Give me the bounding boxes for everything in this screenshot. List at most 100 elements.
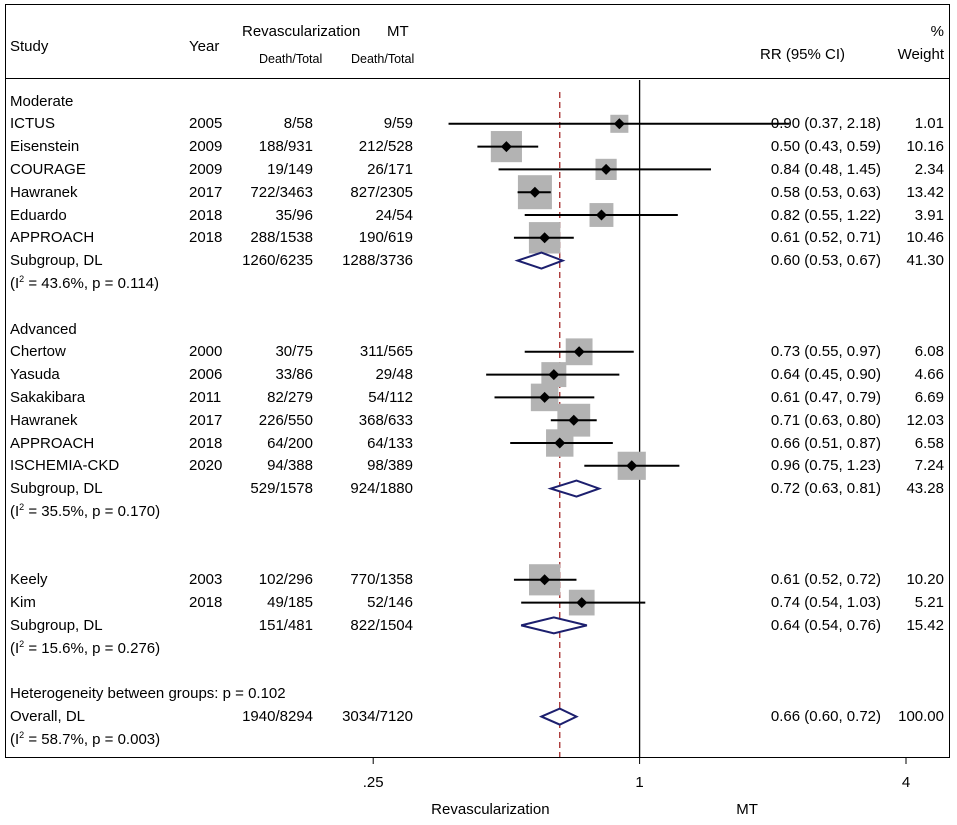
study-mt-count: 311/565 bbox=[359, 343, 413, 361]
overall-name: Overall, DL bbox=[10, 708, 86, 726]
study-name: COURAGE bbox=[10, 160, 86, 178]
study-weight: 12.03 bbox=[906, 411, 944, 429]
study-revasc-count: 33/86 bbox=[275, 366, 313, 384]
header-weight: Weight bbox=[897, 46, 944, 63]
study-year: 2011 bbox=[189, 388, 222, 406]
subgroup-name: Subgroup, DL bbox=[10, 252, 103, 270]
point-estimate bbox=[613, 118, 625, 130]
study-name: Eisenstein bbox=[10, 138, 80, 156]
header-revascularization: Revascularization bbox=[242, 23, 361, 40]
study-mt-count: 190/619 bbox=[358, 229, 413, 247]
subgroup-revasc-count: 151/481 bbox=[258, 616, 313, 634]
study-name: Keely bbox=[10, 571, 48, 589]
point-estimate bbox=[626, 460, 638, 472]
study-rr-ci: 0.58 (0.53, 0.63) bbox=[770, 183, 881, 201]
study-revasc-count: 82/279 bbox=[267, 388, 313, 406]
study-weight: 10.16 bbox=[906, 138, 944, 156]
axis-tick-label: 1 bbox=[635, 774, 643, 791]
study-weight: 6.69 bbox=[914, 388, 944, 406]
study-rr-ci: 0.73 (0.55, 0.97) bbox=[770, 343, 881, 361]
study-rr-ci: 0.50 (0.43, 0.59) bbox=[770, 138, 881, 156]
study-rr-ci: 0.96 (0.75, 1.23) bbox=[770, 457, 881, 475]
subgroup-rr-ci: 0.72 (0.63, 0.81) bbox=[770, 480, 881, 498]
subgroup-revasc-count: 529/1578 bbox=[250, 480, 313, 498]
study-year: 2006 bbox=[189, 366, 223, 384]
study-year: 2017 bbox=[189, 183, 223, 201]
study-name: Kim bbox=[10, 594, 36, 612]
study-revasc-count: 94/388 bbox=[267, 457, 313, 475]
study-mt-count: 64/133 bbox=[367, 434, 413, 452]
overall-rr-ci: 0.66 (0.60, 0.72) bbox=[770, 708, 881, 726]
study-revasc-count: 102/296 bbox=[258, 571, 313, 589]
heterogeneity-stat: (I2 = 43.6%, p = 0.114) bbox=[10, 273, 160, 292]
subgroup-weight: 15.42 bbox=[906, 616, 944, 634]
study-name: Hawranek bbox=[10, 411, 78, 429]
study-revasc-count: 8/58 bbox=[283, 115, 313, 133]
subgroup-mt-count: 822/1504 bbox=[350, 616, 413, 634]
section-heading: Moderate bbox=[10, 92, 74, 110]
point-estimate bbox=[576, 597, 588, 609]
study-name: APPROACH bbox=[10, 229, 95, 247]
point-estimate bbox=[548, 369, 560, 381]
subgroup-name: Subgroup, DL bbox=[10, 480, 103, 498]
study-revasc-count: 226/550 bbox=[258, 411, 313, 429]
study-mt-count: 9/59 bbox=[383, 115, 413, 133]
study-mt-count: 98/389 bbox=[367, 457, 413, 475]
study-weight: 10.20 bbox=[906, 571, 944, 589]
study-name: Hawranek bbox=[10, 183, 78, 201]
study-year: 2018 bbox=[189, 206, 223, 224]
study-mt-count: 29/48 bbox=[375, 366, 413, 384]
study-mt-count: 52/146 bbox=[367, 594, 413, 612]
study-year: 2009 bbox=[189, 160, 223, 178]
header-study: Study bbox=[10, 38, 49, 55]
heterogeneity-stat: (I2 = 58.7%, p = 0.003) bbox=[10, 729, 161, 748]
study-weight: 6.58 bbox=[914, 434, 944, 452]
study-name: Chertow bbox=[10, 343, 66, 361]
study-weight: 7.24 bbox=[914, 457, 944, 475]
study-rr-ci: 0.82 (0.55, 1.22) bbox=[770, 206, 881, 224]
study-rr-ci: 0.64 (0.45, 0.90) bbox=[770, 366, 881, 384]
subgroup-mt-count: 924/1880 bbox=[350, 480, 413, 498]
study-revasc-count: 35/96 bbox=[275, 206, 313, 224]
study-year: 2000 bbox=[189, 343, 223, 361]
point-estimate bbox=[539, 391, 551, 403]
header-percent: % bbox=[930, 23, 944, 40]
point-estimate bbox=[539, 232, 551, 244]
point-estimate bbox=[554, 437, 566, 449]
subgroup-revasc-count: 1260/6235 bbox=[242, 252, 313, 270]
point-estimate bbox=[568, 414, 580, 426]
header-mt-death-total: Death/Total bbox=[351, 52, 415, 66]
subgroup-diamond bbox=[520, 616, 588, 635]
study-revasc-count: 188/931 bbox=[258, 138, 313, 156]
study-mt-count: 26/171 bbox=[367, 160, 413, 178]
study-mt-count: 827/2305 bbox=[350, 183, 413, 201]
study-mt-count: 24/54 bbox=[375, 206, 413, 224]
study-mt-count: 368/633 bbox=[358, 411, 413, 429]
point-estimate bbox=[500, 141, 512, 153]
heterogeneity-stat: (I2 = 35.5%, p = 0.170) bbox=[10, 501, 161, 520]
study-name: Yasuda bbox=[10, 366, 60, 384]
study-mt-count: 54/112 bbox=[368, 388, 413, 406]
heterogeneity-stat: (I2 = 15.6%, p = 0.276) bbox=[10, 638, 161, 657]
header-divider bbox=[5, 78, 950, 79]
study-weight: 10.46 bbox=[906, 229, 944, 247]
study-weight: 2.34 bbox=[914, 160, 944, 178]
study-name: Eduardo bbox=[10, 206, 67, 224]
study-year: 2020 bbox=[189, 457, 223, 475]
study-revasc-count: 30/75 bbox=[275, 343, 313, 361]
point-estimate bbox=[573, 346, 585, 358]
overall-diamond bbox=[538, 707, 579, 726]
study-weight: 4.66 bbox=[914, 366, 944, 384]
study-weight: 1.01 bbox=[914, 115, 944, 133]
study-mt-count: 770/1358 bbox=[350, 571, 413, 589]
study-revasc-count: 19/149 bbox=[267, 160, 313, 178]
subgroup-rr-ci: 0.64 (0.54, 0.76) bbox=[770, 616, 881, 634]
section-heading: Advanced bbox=[10, 320, 77, 338]
study-name: APPROACH bbox=[10, 434, 95, 452]
subgroup-rr-ci: 0.60 (0.53, 0.67) bbox=[770, 252, 881, 270]
point-estimate bbox=[595, 209, 607, 221]
study-weight: 6.08 bbox=[914, 343, 944, 361]
subgroup-weight: 43.28 bbox=[906, 480, 944, 498]
study-weight: 5.21 bbox=[914, 594, 944, 612]
study-name: ISCHEMIA-CKD bbox=[10, 457, 120, 475]
